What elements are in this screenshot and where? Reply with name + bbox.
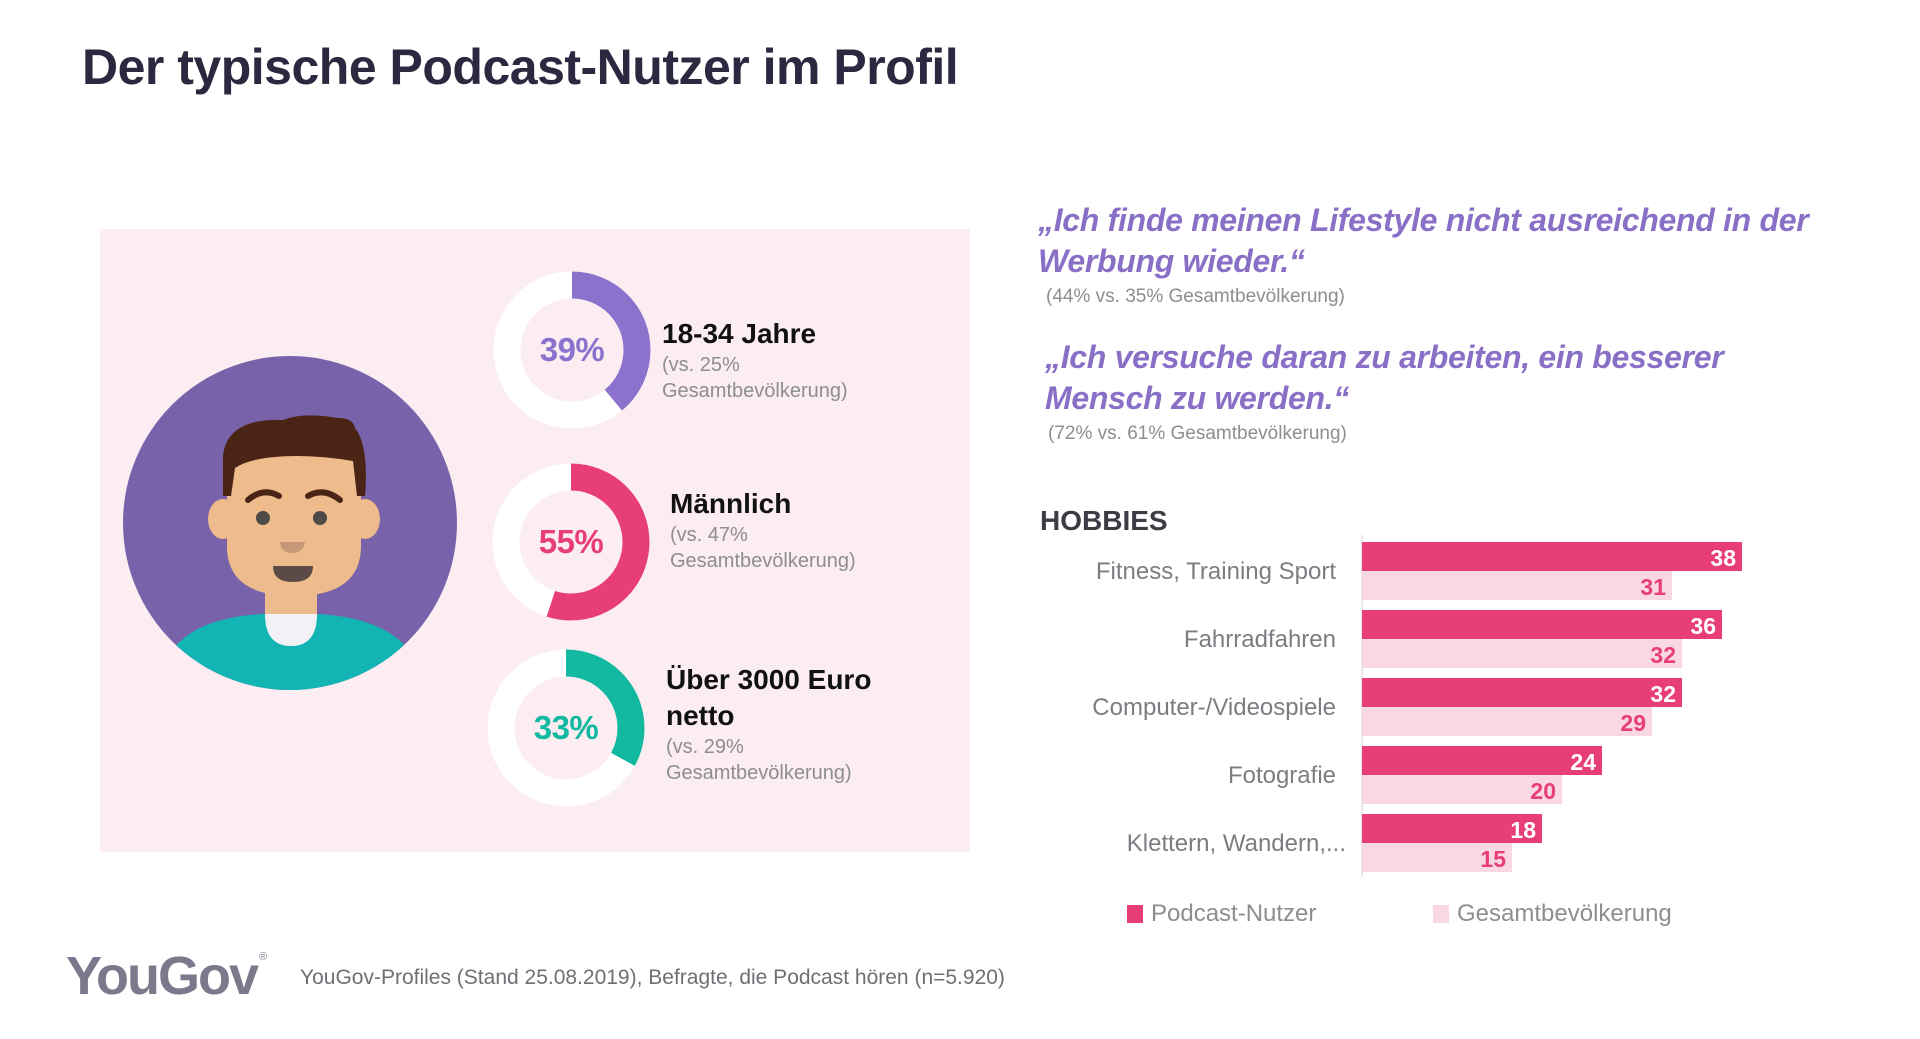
bar-value-label: 36 — [1690, 613, 1716, 639]
stat-heading: 18-34 Jahre — [662, 318, 817, 349]
stat-heading: Männlich — [670, 488, 792, 519]
bar-gesamtbevoelkerung — [1362, 639, 1682, 668]
registered-mark: ® — [259, 951, 268, 963]
nose — [280, 542, 305, 553]
left-eye — [256, 511, 270, 525]
donut-percent-label: 39% — [539, 331, 605, 368]
bar-value-label: 18 — [1510, 817, 1536, 843]
avatar-illustration — [123, 356, 457, 690]
quote-2: „Ich versuche daran zu arbeiten, ein bes… — [1045, 337, 1724, 419]
bar-value-label: 20 — [1530, 778, 1556, 804]
category-label: Fitness, Training Sport — [1096, 558, 1336, 585]
hair — [223, 415, 366, 496]
quote-1-line-2: Werbung wieder.“ — [1038, 243, 1305, 279]
stat-comparison: (vs. 47% — [670, 524, 748, 546]
bar-value-label: 32 — [1650, 681, 1676, 707]
bar-podcast-nutzer — [1362, 542, 1742, 571]
bar-gesamtbevoelkerung — [1362, 707, 1652, 736]
bar-value-label: 15 — [1480, 846, 1506, 872]
category-label: Klettern, Wandern,... — [1127, 830, 1346, 857]
stat-text-3: Über 3000 Euro netto (vs. 29% Gesamtbevölke… — [666, 662, 871, 786]
hobbies-title: HOBBIES — [1040, 505, 1168, 536]
yougov-logo: YouGov ® — [66, 946, 268, 1006]
bar-value-label: 31 — [1640, 574, 1666, 600]
stat-comparison: Gesamtbevölkerung) — [670, 550, 856, 572]
donut-percent-label: 55% — [538, 523, 604, 560]
legend-label-population: Gesamtbevölkerung — [1457, 900, 1672, 927]
donut-chart-3: 33% — [481, 643, 651, 813]
category-label: Fotografie — [1228, 762, 1336, 789]
bar-gesamtbevoelkerung — [1362, 843, 1512, 872]
bar-podcast-nutzer — [1362, 610, 1722, 639]
legend-item-podcast: Podcast-Nutzer — [1127, 900, 1316, 928]
bar-podcast-nutzer — [1362, 746, 1602, 775]
stat-text-2: Männlich (vs. 47% Gesamtbevölkerung) — [670, 486, 856, 574]
left-eyebrow — [245, 489, 282, 503]
page-title: Der typische Podcast-Nutzer im Profil — [82, 39, 959, 95]
bar-podcast-nutzer — [1362, 678, 1682, 707]
quote-2-line-2: Mensch zu werden.“ — [1045, 380, 1349, 416]
donut-chart-1: 39% — [487, 265, 657, 435]
stat-comparison: (vs. 25% — [662, 354, 740, 376]
bar-gesamtbevoelkerung — [1362, 571, 1672, 600]
stat-heading: netto — [666, 700, 735, 731]
right-eye — [313, 511, 327, 525]
bar-value-label: 24 — [1570, 749, 1596, 775]
stat-heading: Über 3000 Euro — [666, 664, 872, 695]
quote-1-line-1: „Ich finde meinen Lifestyle nicht ausrei… — [1038, 202, 1809, 238]
hobbies-bar-chart: Fitness, Training Sport 38 31 Fahrradfahren… — [1092, 535, 1742, 877]
legend-swatch-podcast — [1127, 905, 1143, 923]
donut-percent-label: 33% — [533, 709, 599, 746]
bar-value-label: 38 — [1710, 545, 1736, 571]
right-eyebrow — [305, 489, 343, 503]
mouth — [273, 566, 313, 582]
donut-arc — [487, 649, 645, 807]
quote-2-stat: (72% vs. 61% Gesamtbevölkerung) — [1048, 423, 1347, 444]
legend-swatch-population — [1433, 905, 1449, 923]
bar-gesamtbevoelkerung — [1362, 775, 1562, 804]
legend-item-population: Gesamtbevölkerung — [1433, 900, 1672, 928]
bar-value-label: 29 — [1620, 710, 1646, 736]
quote-1: „Ich finde meinen Lifestyle nicht ausrei… — [1038, 200, 1809, 282]
collar — [265, 614, 317, 646]
stat-text-1: 18-34 Jahre (vs. 25% Gesamtbevölkerung) — [662, 316, 848, 404]
donut-chart-2: 55% — [486, 457, 656, 627]
quote-2-line-1: „Ich versuche daran zu arbeiten, ein bes… — [1045, 339, 1724, 375]
category-label: Fahrradfahren — [1184, 626, 1336, 653]
face — [227, 432, 361, 596]
stat-comparison: Gesamtbevölkerung) — [666, 762, 852, 784]
bar-podcast-nutzer — [1362, 814, 1542, 843]
stat-comparison: (vs. 29% — [666, 736, 744, 758]
stat-comparison: Gesamtbevölkerung) — [662, 380, 848, 402]
bar-value-label: 32 — [1650, 642, 1676, 668]
quote-1-stat: (44% vs. 35% Gesamtbevölkerung) — [1046, 286, 1345, 307]
donut-arc — [492, 463, 650, 621]
category-label: Computer-/Videospiele — [1092, 694, 1336, 721]
shirt — [163, 614, 419, 690]
legend-label-podcast: Podcast-Nutzer — [1151, 900, 1317, 927]
source-note: YouGov-Profiles (Stand 25.08.2019), Befr… — [300, 966, 1005, 989]
donut-arc — [493, 271, 651, 429]
